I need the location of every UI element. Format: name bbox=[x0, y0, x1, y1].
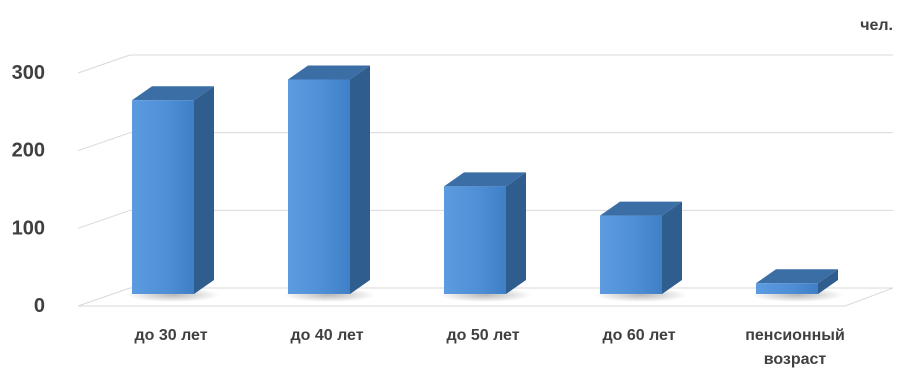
bar-side bbox=[662, 201, 682, 294]
bars bbox=[132, 65, 838, 294]
x-category-label: до 30 лет bbox=[134, 327, 207, 344]
bar-top bbox=[288, 65, 370, 80]
bar-side bbox=[506, 172, 526, 294]
bar-front bbox=[444, 186, 506, 294]
x-category-label: до 40 лет bbox=[290, 327, 363, 344]
gridline-depth bbox=[77, 132, 131, 152]
bar bbox=[288, 65, 370, 294]
bar-top bbox=[444, 172, 526, 187]
bar bbox=[444, 172, 526, 294]
bar-front bbox=[600, 215, 662, 294]
unit-label: чел. bbox=[860, 17, 893, 34]
x-category-label: до 60 лет bbox=[602, 327, 675, 344]
bar-side bbox=[350, 65, 370, 294]
bar-front bbox=[756, 283, 818, 294]
bar-side bbox=[194, 86, 214, 294]
bar bbox=[600, 201, 682, 294]
gridline-depth bbox=[77, 209, 131, 229]
bar bbox=[756, 269, 838, 294]
bar-top bbox=[600, 201, 682, 216]
gridline-depth bbox=[77, 54, 131, 74]
bar-top bbox=[132, 86, 214, 101]
floor-edge-right bbox=[844, 287, 894, 307]
x-axis-labels: до 30 лет до 40 лет до 50 лет до 60 лет пенс… bbox=[134, 327, 844, 368]
y-tick-label: 200 bbox=[12, 140, 45, 162]
bar-front bbox=[132, 100, 194, 294]
bar-side bbox=[818, 269, 838, 294]
y-axis-ticks: 0 100 200 300 bbox=[12, 62, 45, 317]
x-category-label: до 50 лет bbox=[446, 327, 519, 344]
bar bbox=[132, 86, 214, 294]
y-tick-label: 300 bbox=[12, 62, 45, 84]
y-tick-label: 0 bbox=[34, 295, 45, 317]
bar-front bbox=[288, 79, 350, 294]
bar-top bbox=[756, 269, 838, 284]
x-category-label: пенсионный возраст bbox=[745, 327, 845, 368]
y-tick-label: 100 bbox=[12, 217, 45, 239]
gridline-depth bbox=[77, 287, 131, 307]
